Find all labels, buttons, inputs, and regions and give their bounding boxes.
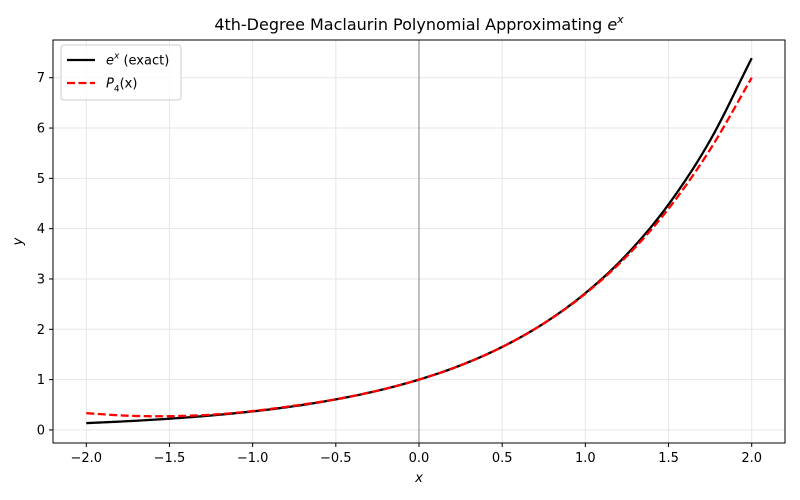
y-tick-label-7: 7 [37, 71, 45, 86]
series-group [86, 57, 753, 425]
x-tick-label-0: −2.0 [70, 451, 102, 466]
x-tick-label-1: −1.5 [154, 451, 186, 466]
x-tick-label-3: −0.5 [320, 451, 352, 466]
y-tick-label-0: 0 [37, 423, 45, 438]
x-tick-label-7: 1.5 [658, 451, 679, 466]
y-tick-label-5: 5 [37, 172, 45, 187]
y-axis-ticks: 0 1 2 3 4 5 6 7 [37, 71, 53, 438]
y-tick-label-1: 1 [37, 373, 45, 388]
chart-title: 4th-Degree Maclaurin Polynomial Approxim… [214, 13, 624, 34]
legend-label-1: P4(x) [106, 77, 137, 95]
y-axis-label: y [11, 237, 26, 246]
x-axis-label: x [414, 471, 423, 486]
x-tick-label-2: −1.0 [237, 451, 269, 466]
x-axis-ticks: −2.0 −1.5 −1.0 −0.5 0.0 0.5 1.0 1.5 2.0 [70, 443, 762, 466]
x-tick-label-5: 0.5 [492, 451, 513, 466]
y-tick-label-3: 3 [37, 272, 45, 287]
legend-label-0: ex (exact) [106, 52, 169, 69]
x-tick-label-4: 0.0 [409, 451, 430, 466]
x-tick-label-8: 2.0 [741, 451, 762, 466]
x-tick-label-6: 1.0 [575, 451, 596, 466]
legend-box [60, 44, 182, 101]
y-tick-label-4: 4 [37, 222, 45, 237]
legend: ex (exact) P4(x) [60, 44, 182, 101]
y-tick-label-6: 6 [37, 122, 45, 137]
y-tick-label-2: 2 [37, 323, 45, 338]
series-line-1 [86, 77, 753, 418]
